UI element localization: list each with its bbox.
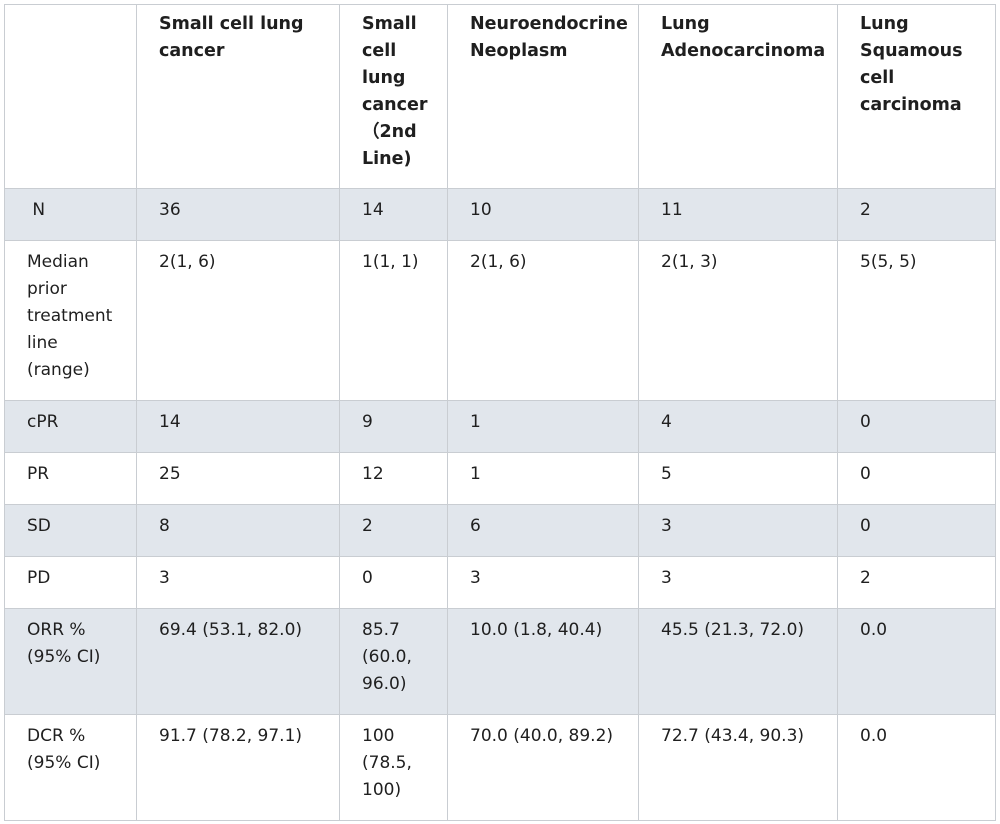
table-cell: 3 [638, 504, 838, 557]
table-cell: 3 [136, 556, 340, 609]
header-cell-squamous: Lung Squamous cell carcinoma [837, 4, 996, 189]
table-cell: 5(5, 5) [837, 240, 996, 401]
row-label: DCR % (95% CI) [4, 714, 137, 821]
table-row-pr: PR 25 12 1 5 0 [4, 452, 996, 505]
table-row-cpr: cPR 14 9 1 4 0 [4, 400, 996, 453]
table-row-orr: ORR % (95% CI) 69.4 (53.1, 82.0) 85.7 (6… [4, 608, 996, 715]
row-label: N [4, 188, 137, 241]
table-cell: 0.0 [837, 714, 996, 821]
table-cell: 2 [837, 188, 996, 241]
table-cell: 72.7 (43.4, 90.3) [638, 714, 838, 821]
table-cell: 9 [339, 400, 448, 453]
table-cell: 12 [339, 452, 448, 505]
row-label: Median prior treatment line (range) [4, 240, 137, 401]
table-cell: 85.7 (60.0, 96.0) [339, 608, 448, 715]
table-cell: 36 [136, 188, 340, 241]
header-cell-empty [4, 4, 137, 189]
row-label: PR [4, 452, 137, 505]
table-cell: 69.4 (53.1, 82.0) [136, 608, 340, 715]
table-cell: 6 [447, 504, 639, 557]
table-cell: 3 [638, 556, 838, 609]
table-cell: 91.7 (78.2, 97.1) [136, 714, 340, 821]
table-cell: 70.0 (40.0, 89.2) [447, 714, 639, 821]
table-cell: 0 [339, 556, 448, 609]
results-table: Small cell lung cancer Small cell lung c… [4, 4, 996, 821]
table-cell: 5 [638, 452, 838, 505]
table-cell: 2 [837, 556, 996, 609]
table-row-median-prior: Median prior treatment line (range) 2(1,… [4, 240, 996, 401]
header-cell-sclc-2nd-line: Small cell lung cancer （2nd Line) [339, 4, 448, 189]
table-cell: 10 [447, 188, 639, 241]
table-cell: 3 [447, 556, 639, 609]
table-cell: 0 [837, 400, 996, 453]
header-cell-sclc: Small cell lung cancer [136, 4, 340, 189]
table-cell: 25 [136, 452, 340, 505]
table-cell: 45.5 (21.3, 72.0) [638, 608, 838, 715]
row-label: ORR % (95% CI) [4, 608, 137, 715]
table-row-pd: PD 3 0 3 3 2 [4, 556, 996, 609]
table-cell: 0 [837, 504, 996, 557]
row-label: SD [4, 504, 137, 557]
table-cell: 11 [638, 188, 838, 241]
table-cell: 0 [837, 452, 996, 505]
table-cell: 14 [136, 400, 340, 453]
table-cell: 1 [447, 452, 639, 505]
row-label: cPR [4, 400, 137, 453]
row-label: PD [4, 556, 137, 609]
table-cell: 1(1, 1) [339, 240, 448, 401]
header-row: Small cell lung cancer Small cell lung c… [4, 4, 996, 189]
table-container: Small cell lung cancer Small cell lung c… [4, 4, 996, 821]
table-cell: 2 [339, 504, 448, 557]
table-row-n: N 36 14 10 11 2 [4, 188, 996, 241]
table-row-dcr: DCR % (95% CI) 91.7 (78.2, 97.1) 100 (78… [4, 714, 996, 821]
header-cell-adenocarcinoma: Lung Adenocarcinoma [638, 4, 838, 189]
table-cell: 8 [136, 504, 340, 557]
table-row-sd: SD 8 2 6 3 0 [4, 504, 996, 557]
table-cell: 2(1, 3) [638, 240, 838, 401]
table-cell: 1 [447, 400, 639, 453]
table-cell: 14 [339, 188, 448, 241]
table-cell: 4 [638, 400, 838, 453]
table-cell: 2(1, 6) [447, 240, 639, 401]
table-cell: 0.0 [837, 608, 996, 715]
table-cell: 100 (78.5, 100) [339, 714, 448, 821]
header-cell-neuroendocrine: Neuroendocrine Neoplasm [447, 4, 639, 189]
table-cell: 10.0 (1.8, 40.4) [447, 608, 639, 715]
table-cell: 2(1, 6) [136, 240, 340, 401]
